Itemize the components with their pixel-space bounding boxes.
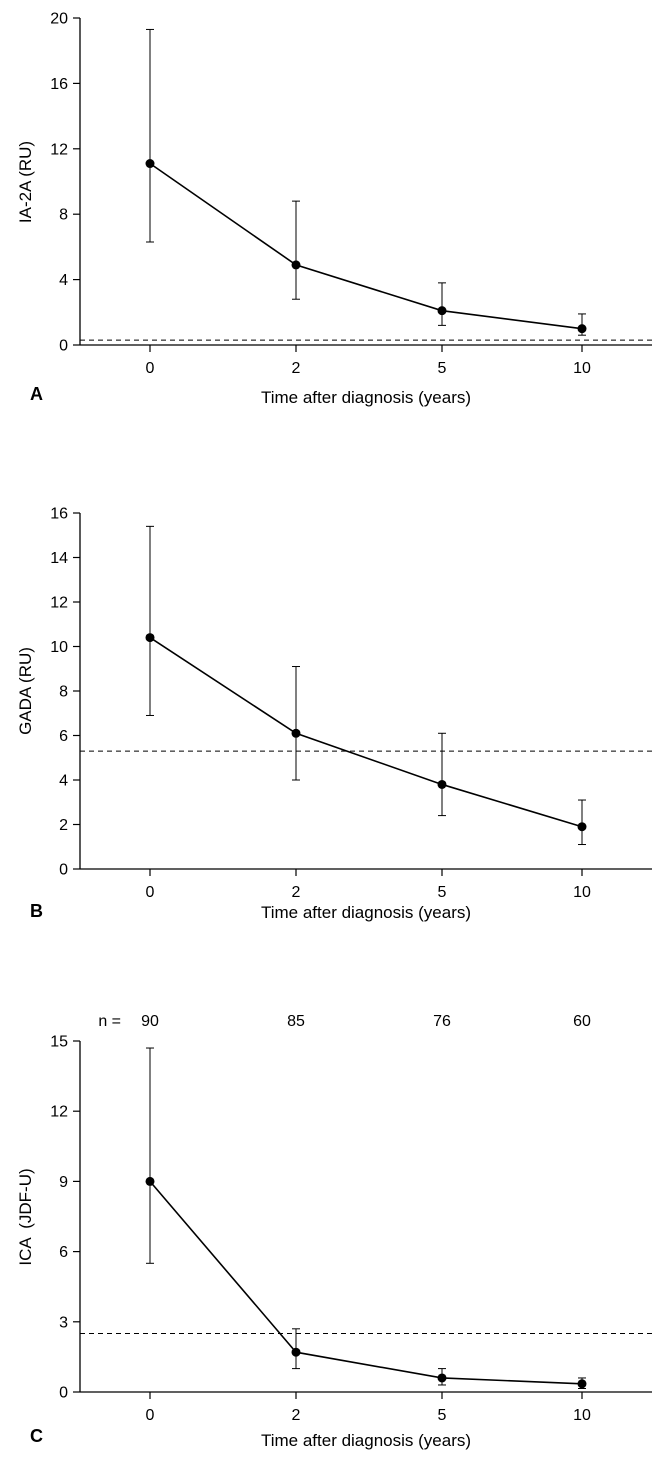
- data-point: [437, 1373, 447, 1383]
- x-tick-label: 5: [438, 360, 447, 377]
- series-line: [149, 162, 583, 330]
- panel-label: B: [30, 901, 43, 921]
- y-tick-label: 3: [59, 1314, 68, 1331]
- y-tick-label: 4: [59, 272, 68, 289]
- y-tick-label: 4: [59, 773, 68, 790]
- n-count-label: 85: [287, 1013, 305, 1030]
- n-count-label: 76: [433, 1013, 451, 1030]
- panel-label: A: [30, 384, 43, 404]
- y-tick-label: 14: [50, 550, 68, 567]
- y-tick-label: 12: [50, 595, 68, 612]
- y-axis-title: ICA (JDF-U): [16, 1168, 35, 1265]
- y-tick-label: 6: [59, 728, 68, 745]
- x-tick-label: 10: [573, 360, 591, 377]
- y-tick-label: 15: [50, 1034, 68, 1051]
- data-point: [437, 779, 447, 789]
- y-tick-label: 12: [50, 1104, 68, 1121]
- x-tick-label: 0: [146, 360, 155, 377]
- n-prefix-label: n =: [98, 1013, 121, 1030]
- series-line: [149, 1180, 583, 1385]
- x-axis-title: Time after diagnosis (years): [261, 903, 471, 922]
- data-point: [291, 260, 301, 270]
- chart-panel-c: 0 3 6 9 12 15 0 2 5 10 Time after diagnosis (years…: [16, 1013, 652, 1450]
- x-tick-label: 2: [292, 1407, 301, 1424]
- y-tick-label: 8: [59, 684, 68, 701]
- data-point: [145, 633, 155, 643]
- x-tick-label: 10: [573, 1407, 591, 1424]
- data-point: [577, 324, 587, 334]
- y-tick-label: 16: [50, 506, 68, 523]
- y-axis-title: IA-2A (RU): [16, 141, 35, 223]
- y-tick-label: 16: [50, 76, 68, 93]
- y-tick-label: 20: [50, 11, 68, 28]
- y-axis-title: GADA (RU): [16, 647, 35, 735]
- y-tick-label: 10: [50, 639, 68, 656]
- x-tick-label: 5: [438, 884, 447, 901]
- panel-label: C: [30, 1426, 43, 1446]
- data-point: [437, 306, 447, 316]
- x-tick-label: 2: [292, 360, 301, 377]
- y-tick-label: 2: [59, 817, 68, 834]
- y-tick-label: 12: [50, 141, 68, 158]
- x-tick-label: 0: [146, 1407, 155, 1424]
- chart-panel-b: 0 2 4 6 8 10 12 14 16 0 2 5 10 Time after diagnosis (…: [16, 506, 652, 922]
- y-tick-label: 0: [59, 862, 68, 879]
- x-tick-label: 10: [573, 884, 591, 901]
- data-point: [145, 1176, 155, 1186]
- x-axis-title: Time after diagnosis (years): [261, 1431, 471, 1450]
- data-point: [291, 728, 301, 738]
- x-tick-label: 2: [292, 884, 301, 901]
- data-point: [577, 822, 587, 832]
- y-tick-label: 0: [59, 338, 68, 355]
- y-tick-label: 0: [59, 1385, 68, 1402]
- series-line: [149, 636, 583, 828]
- n-count-label: 90: [141, 1013, 159, 1030]
- y-tick-label: 8: [59, 207, 68, 224]
- data-point: [145, 159, 155, 169]
- chart-panel-a: 0 4 8 12 16 20 0 2 5 10 Time after diagnosis (year…: [16, 11, 652, 407]
- y-tick-label: 9: [59, 1174, 68, 1191]
- n-count-label: 60: [573, 1013, 591, 1030]
- x-tick-label: 0: [146, 884, 155, 901]
- x-axis-title: Time after diagnosis (years): [261, 388, 471, 407]
- x-tick-label: 5: [438, 1407, 447, 1424]
- data-point: [291, 1347, 301, 1357]
- data-point: [577, 1379, 587, 1389]
- y-tick-label: 6: [59, 1244, 68, 1261]
